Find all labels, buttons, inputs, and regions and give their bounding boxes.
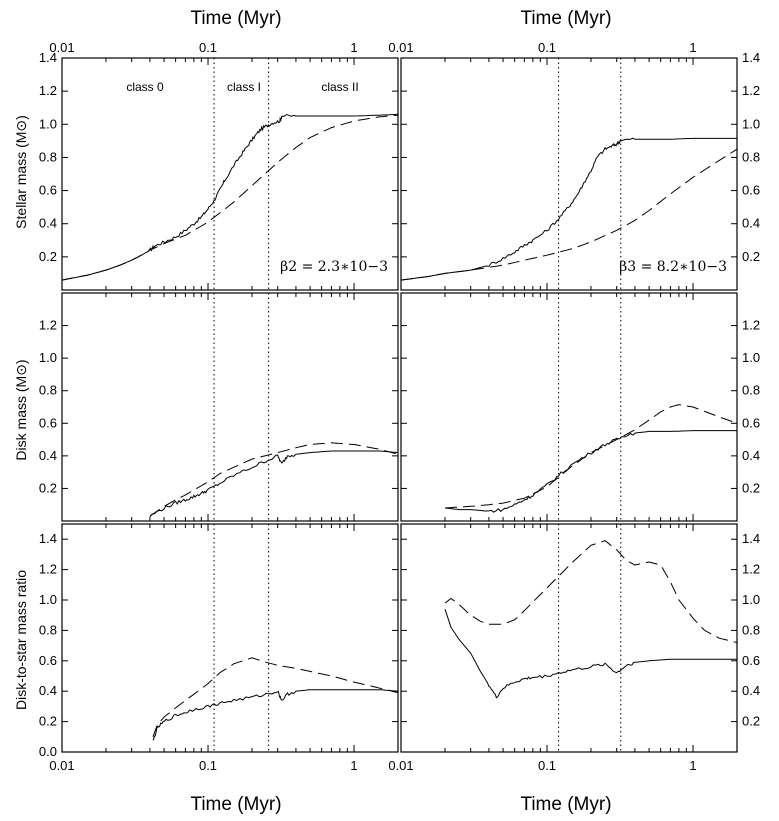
ytick-label-0.4: 0.4 <box>39 683 57 698</box>
series-dashed-bottom-left <box>152 657 399 737</box>
panel-frame-top-right <box>400 57 738 291</box>
ytick-label-0.8: 0.8 <box>39 149 57 164</box>
ytick-label-0.6: 0.6 <box>742 653 760 668</box>
ytick-label-1.4: 1.4 <box>39 50 57 65</box>
ytick-label-0.0: 0.0 <box>39 744 57 759</box>
xtick-label-0.1: 0.1 <box>538 758 556 773</box>
ytick-label-1.0: 1.0 <box>39 592 57 607</box>
panel-middle-left: 0.2 0.4 0.6 0.8 1.0 1.2 <box>39 292 399 522</box>
series-solid-top-left <box>61 113 399 281</box>
panel-frame-middle-right <box>400 292 738 522</box>
panel-top-left: 0.2 0.4 0.6 0.8 1.0 1.2 1.40.01 0.1 1 <box>39 40 399 291</box>
ytick-label-0.4: 0.4 <box>39 448 57 463</box>
xtick-label-1: 1 <box>689 40 696 55</box>
series-dashed-bottom-right <box>444 540 738 644</box>
ytick-label-1.0: 1.0 <box>742 592 760 607</box>
ytick-label-0.8: 0.8 <box>742 383 760 398</box>
panel-bottom-left: 0.0 0.2 0.4 0.6 0.8 1.0 1.2 1.4 0.01 0.1 1 <box>39 523 399 773</box>
ytick-label-0.6: 0.6 <box>742 415 760 430</box>
ytick-label-1.2: 1.2 <box>742 83 760 98</box>
xtick-label-1: 1 <box>350 758 357 773</box>
ytick-label-1.4: 1.4 <box>742 50 760 65</box>
ytick-label-0.2: 0.2 <box>39 714 57 729</box>
xtick-label-0.1: 0.1 <box>199 758 217 773</box>
class-I-label: class I <box>227 80 261 94</box>
bottom-left-xlabel: Time (Myr) <box>190 794 281 815</box>
ytick-label-0.6: 0.6 <box>39 415 57 430</box>
series-solid-middle-right <box>444 430 737 513</box>
ytick-label-1.2: 1.2 <box>39 318 57 333</box>
ytick-label-0.8: 0.8 <box>742 622 760 637</box>
ytick-label-1.4: 1.4 <box>742 531 760 546</box>
ytick-label-1.2: 1.2 <box>742 562 760 577</box>
xtick-label-0.1: 0.1 <box>199 40 217 55</box>
ytick-label-0.2: 0.2 <box>39 249 57 264</box>
class-II-label: class II <box>321 80 358 94</box>
panel-frame-top-left <box>61 57 399 291</box>
class-0-label: class 0 <box>126 80 164 94</box>
ytick-label-0.6: 0.6 <box>39 183 57 198</box>
ytick-label-1.0: 1.0 <box>39 350 57 365</box>
series-dashed-top-right <box>400 148 738 281</box>
ytick-label-0.2: 0.2 <box>742 714 760 729</box>
ytick-label-0.2: 0.2 <box>742 249 760 264</box>
xtick-label-0.01: 0.01 <box>388 758 413 773</box>
series-dashed-middle-left <box>149 442 399 517</box>
series-solid-bottom-right <box>444 608 737 699</box>
ytick-label-1.2: 1.2 <box>39 562 57 577</box>
xtick-label-0.01: 0.01 <box>49 40 74 55</box>
xtick-label-0.01: 0.01 <box>388 40 413 55</box>
top-right-xlabel: Time (Myr) <box>520 8 611 29</box>
xtick-label-0.1: 0.1 <box>538 40 556 55</box>
ytick-label-1.2: 1.2 <box>742 318 760 333</box>
ytick-label-0.2: 0.2 <box>39 480 57 495</box>
panels-group: 0.20.40.60.81.01.21.40.01 0.1 10.20.40.60.… <box>39 40 760 773</box>
bottom-right-xlabel: Time (Myr) <box>520 794 611 815</box>
ytick-label-0.8: 0.8 <box>39 622 57 637</box>
ytick-label-0.4: 0.4 <box>742 448 760 463</box>
xtick-label-0.01: 0.01 <box>49 758 74 773</box>
panel-bottom-right: 0.2 0.4 0.6 0.8 1.0 1.2 1.4 0.01 0.1 1 <box>388 523 760 773</box>
panel-frame-bottom-left <box>61 523 399 753</box>
ytick-label-0.4: 0.4 <box>742 683 760 698</box>
panel-top-right: 0.2 0.4 0.6 0.8 1.0 1.2 1.4 0.01 0.1 1 <box>388 40 760 291</box>
ytick-label-1.0: 1.0 <box>742 350 760 365</box>
series-dashed-middle-right <box>444 404 738 509</box>
ytick-label-1.4: 1.4 <box>39 531 57 546</box>
ylabel-disk-to-star-ratio: Disk-to-star mass ratio <box>13 570 29 710</box>
ytick-label-0.4: 0.4 <box>39 216 57 231</box>
ytick-label-0.6: 0.6 <box>742 183 760 198</box>
ytick-label-1.0: 1.0 <box>39 116 57 131</box>
series-solid-middle-left <box>149 450 399 517</box>
panel-middle-right: 0.2 0.4 0.6 0.8 1.0 1.2 <box>400 292 760 522</box>
panel-frame-middle-left <box>61 292 399 522</box>
top-left-xlabel: Time (Myr) <box>190 8 281 29</box>
xtick-label-1: 1 <box>689 758 696 773</box>
ytick-label-0.6: 0.6 <box>39 653 57 668</box>
panel-frame-bottom-right <box>400 523 738 753</box>
beta2-annotation: β2 = 2.3∗10−3 <box>280 259 388 275</box>
ytick-label-0.2: 0.2 <box>742 480 760 495</box>
ytick-label-1.2: 1.2 <box>39 83 57 98</box>
ylabel-stellar-mass: Stellar mass (M⊙) <box>13 115 29 229</box>
ytick-label-0.4: 0.4 <box>742 216 760 231</box>
ytick-label-0.8: 0.8 <box>742 149 760 164</box>
xtick-label-1: 1 <box>350 40 357 55</box>
series-dashed-top-left <box>61 114 399 281</box>
ylabel-disk-mass: Disk mass (M⊙) <box>13 359 29 460</box>
ytick-label-0.8: 0.8 <box>39 383 57 398</box>
beta3-annotation: β3 = 8.2∗10−3 <box>619 259 727 275</box>
series-solid-bottom-left <box>152 689 399 741</box>
ytick-label-1.0: 1.0 <box>742 116 760 131</box>
series-solid-top-right <box>400 137 737 281</box>
